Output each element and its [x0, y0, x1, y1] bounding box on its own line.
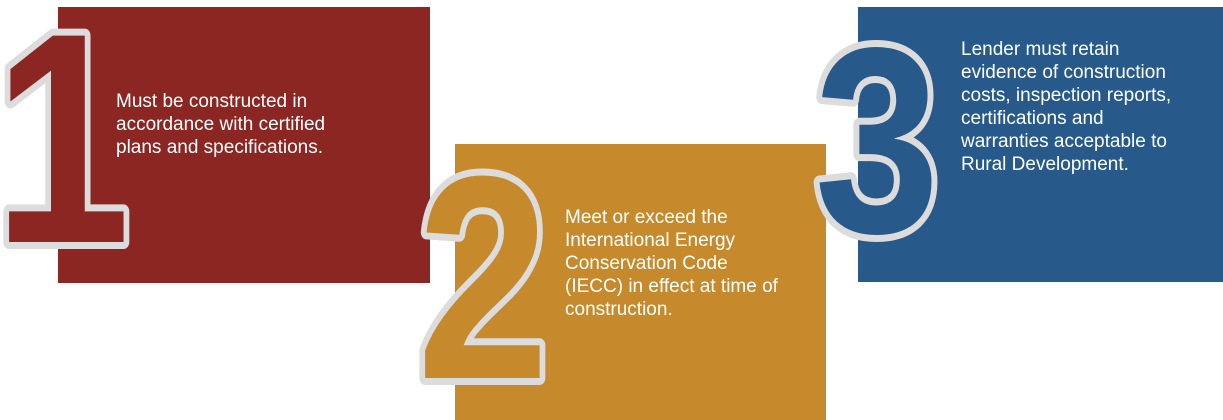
step-3-card: Lender must retain evidence of construct… [858, 7, 1223, 282]
step-1-number-text: 1 [0, 0, 130, 307]
step-2-number: 2 [411, 110, 556, 420]
step-2-number-text: 2 [417, 117, 549, 420]
step-1-text: Must be constructed in accordance with c… [116, 91, 326, 158]
step-1-card: Must be constructed in accordance with c… [58, 7, 430, 283]
step-3-number: 3 [808, 0, 946, 296]
step-1-number: 1 [0, 0, 137, 313]
step-2-card: Meet or exceed the International Energy … [455, 144, 826, 420]
step-2-text: Meet or exceed the International Energy … [565, 207, 778, 320]
step-3-text: Lender must retain evidence of construct… [961, 39, 1172, 175]
step-3-number-text: 3 [814, 0, 939, 289]
